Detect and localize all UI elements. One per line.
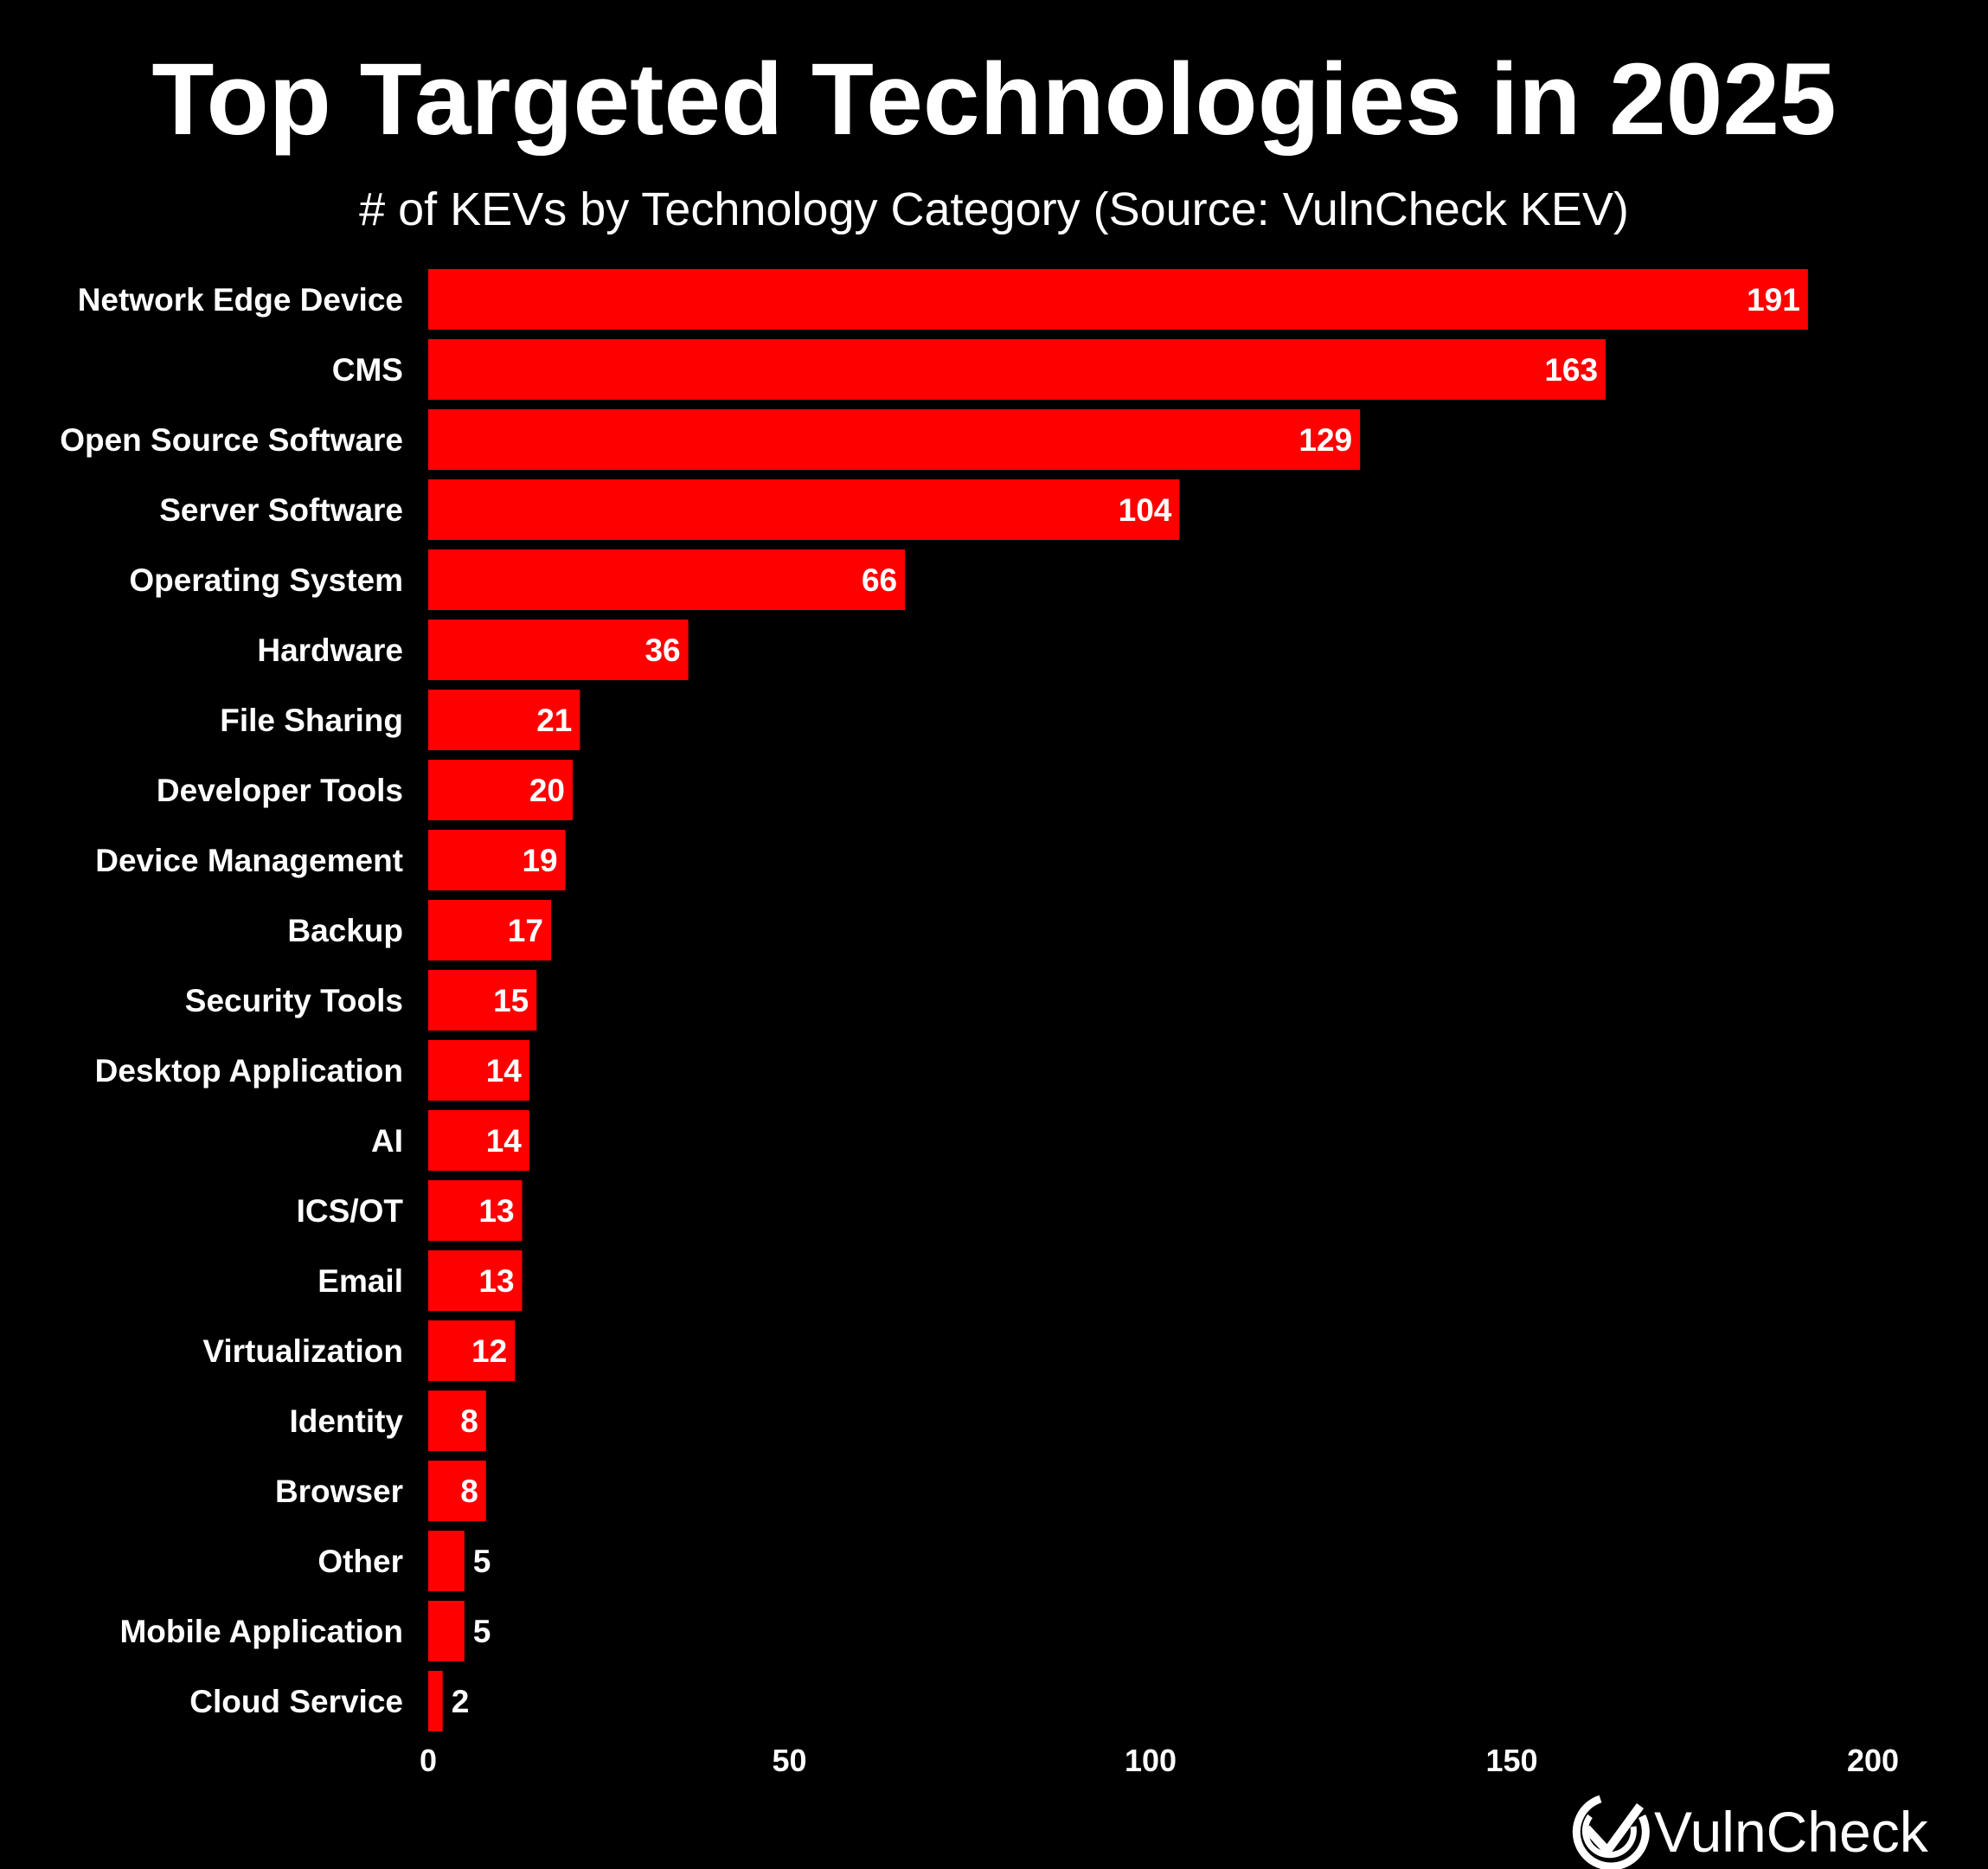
category-label: Server Software bbox=[159, 492, 403, 528]
x-tick-label: 150 bbox=[1485, 1743, 1537, 1778]
data-label: 191 bbox=[1747, 282, 1800, 318]
category-label: Network Edge Device bbox=[78, 282, 403, 318]
category-label: Desktop Application bbox=[95, 1053, 403, 1089]
bar bbox=[428, 1531, 465, 1591]
category-label: Backup bbox=[287, 913, 403, 948]
x-tick-label: 0 bbox=[420, 1743, 437, 1778]
category-label: File Sharing bbox=[220, 703, 403, 738]
category-label: Operating System bbox=[129, 562, 403, 598]
bars-group: Network Edge Device 191 CMS 163 Open Source … bbox=[60, 269, 1808, 1731]
category-label: Identity bbox=[289, 1403, 403, 1439]
category-label: Cloud Service bbox=[189, 1684, 403, 1719]
bar bbox=[428, 1601, 465, 1661]
category-label: Open Source Software bbox=[60, 422, 403, 458]
data-label: 129 bbox=[1299, 422, 1352, 458]
bar bbox=[428, 620, 689, 680]
x-tick-label: 200 bbox=[1847, 1743, 1899, 1778]
data-label: 20 bbox=[529, 773, 565, 808]
category-label: CMS bbox=[332, 352, 403, 388]
data-label: 104 bbox=[1119, 492, 1172, 528]
data-label: 14 bbox=[486, 1053, 523, 1089]
bar bbox=[428, 409, 1361, 470]
bar bbox=[428, 269, 1808, 330]
x-tick-label: 100 bbox=[1125, 1743, 1177, 1778]
bar bbox=[428, 830, 566, 890]
data-label: 15 bbox=[493, 983, 529, 1018]
data-label: 21 bbox=[536, 703, 572, 738]
data-label: 2 bbox=[452, 1684, 470, 1719]
bar bbox=[428, 479, 1180, 540]
bar bbox=[428, 1391, 486, 1451]
bar bbox=[428, 1180, 523, 1241]
data-label: 12 bbox=[471, 1333, 507, 1369]
check-circle-icon bbox=[1572, 1795, 1650, 1869]
category-label: Developer Tools bbox=[157, 773, 403, 808]
data-label: 13 bbox=[478, 1193, 514, 1229]
category-label: Virtualization bbox=[202, 1333, 403, 1369]
category-label: Other bbox=[317, 1544, 403, 1579]
data-label: 36 bbox=[644, 633, 680, 668]
data-label: 66 bbox=[862, 562, 897, 598]
category-label: Email bbox=[317, 1263, 403, 1299]
bar bbox=[428, 1250, 523, 1311]
bar bbox=[428, 1110, 529, 1171]
category-label: AI bbox=[371, 1123, 403, 1159]
x-axis-ticks: 0 50 100 150 200 bbox=[420, 1743, 1899, 1778]
logo-text: VulnCheck bbox=[1654, 1800, 1929, 1864]
category-label: Browser bbox=[275, 1474, 403, 1509]
category-label: Device Management bbox=[95, 843, 403, 878]
data-label: 5 bbox=[473, 1614, 491, 1649]
data-label: 13 bbox=[478, 1263, 514, 1299]
bar bbox=[428, 549, 906, 610]
chart-subtitle: # of KEVs by Technology Category (Source… bbox=[359, 183, 1629, 235]
data-label: 14 bbox=[486, 1123, 523, 1159]
bar bbox=[428, 760, 573, 820]
chart-title: Top Targeted Technologies in 2025 bbox=[151, 42, 1836, 157]
data-label: 19 bbox=[522, 843, 557, 878]
bar bbox=[428, 970, 537, 1031]
bar bbox=[428, 1320, 516, 1381]
bar bbox=[428, 1461, 486, 1521]
category-label: Hardware bbox=[257, 633, 403, 668]
category-label: Mobile Application bbox=[119, 1614, 403, 1649]
bar bbox=[428, 339, 1606, 400]
data-label: 17 bbox=[508, 913, 543, 948]
data-label: 163 bbox=[1544, 352, 1598, 388]
category-label: Security Tools bbox=[185, 983, 403, 1018]
x-tick-label: 50 bbox=[772, 1743, 806, 1778]
bar bbox=[428, 690, 580, 750]
bar bbox=[428, 1040, 529, 1101]
data-label: 8 bbox=[460, 1403, 478, 1439]
category-label: ICS/OT bbox=[297, 1193, 404, 1229]
bar bbox=[428, 900, 551, 960]
vulncheck-logo: VulnCheck bbox=[1572, 1795, 1929, 1869]
data-label: 5 bbox=[473, 1544, 491, 1579]
bar bbox=[428, 1671, 443, 1731]
data-label: 8 bbox=[460, 1474, 478, 1509]
